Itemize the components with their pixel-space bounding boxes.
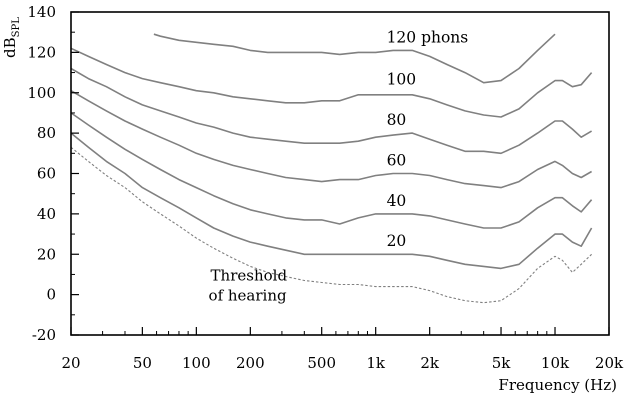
x-axis-title: Frequency (Hz): [498, 376, 617, 394]
y-tick-label: 60: [37, 165, 56, 183]
y-axis-title-main: dB: [1, 37, 19, 58]
x-tick-label: 2k: [420, 354, 440, 372]
phon-curve-5: [70, 47, 593, 118]
curves-layer: [70, 33, 593, 304]
threshold-label: Threshold: [211, 266, 288, 284]
phon-curve-4: [70, 67, 593, 155]
x-tick-label: 10k: [541, 354, 570, 372]
phon-curve-2: [70, 112, 593, 229]
phon-curve-1: [70, 132, 593, 270]
y-tick-label: 120: [27, 43, 56, 61]
x-tick-label: 200: [236, 354, 265, 372]
x-tick-label: 20: [61, 354, 80, 372]
y-tick-label: 20: [37, 245, 56, 263]
x-tick-label: 1k: [366, 354, 386, 372]
phon-curve-6: [153, 33, 556, 84]
ticks-layer: [70, 11, 610, 336]
labels-layer: 20 50 100 200 500 1k 2k 5k 10k 20k -20 0 20 40 60 80 100…: [27, 3, 624, 372]
curve-label: 80: [387, 111, 407, 129]
y-tick-label: 40: [37, 205, 56, 223]
x-tick-label: 5k: [492, 354, 512, 372]
x-tick-label: 50: [133, 354, 152, 372]
curve-label: 40: [387, 192, 407, 210]
curve-label: 100: [387, 71, 417, 89]
threshold-label-line2: of hearing: [209, 286, 287, 304]
y-axis-title: dBSPL: [1, 17, 22, 58]
y-tick-label: 100: [27, 84, 56, 102]
curve-label: 20: [387, 232, 407, 250]
y-tick-label: 140: [27, 3, 56, 21]
curve-label: 120 phons: [387, 28, 469, 46]
y-tick-label: 0: [46, 286, 56, 304]
threshold-curve: [70, 146, 592, 304]
y-axis-title-subscript: SPL: [11, 17, 22, 38]
y-tick-label: 80: [37, 124, 56, 142]
x-tick-label: 100: [182, 354, 211, 372]
phon-curve-3: [70, 90, 592, 189]
x-tick-label: 20k: [595, 354, 624, 372]
x-tick-label: 500: [307, 354, 336, 372]
y-tick-label: -20: [32, 326, 56, 344]
curve-label: 60: [387, 151, 407, 169]
